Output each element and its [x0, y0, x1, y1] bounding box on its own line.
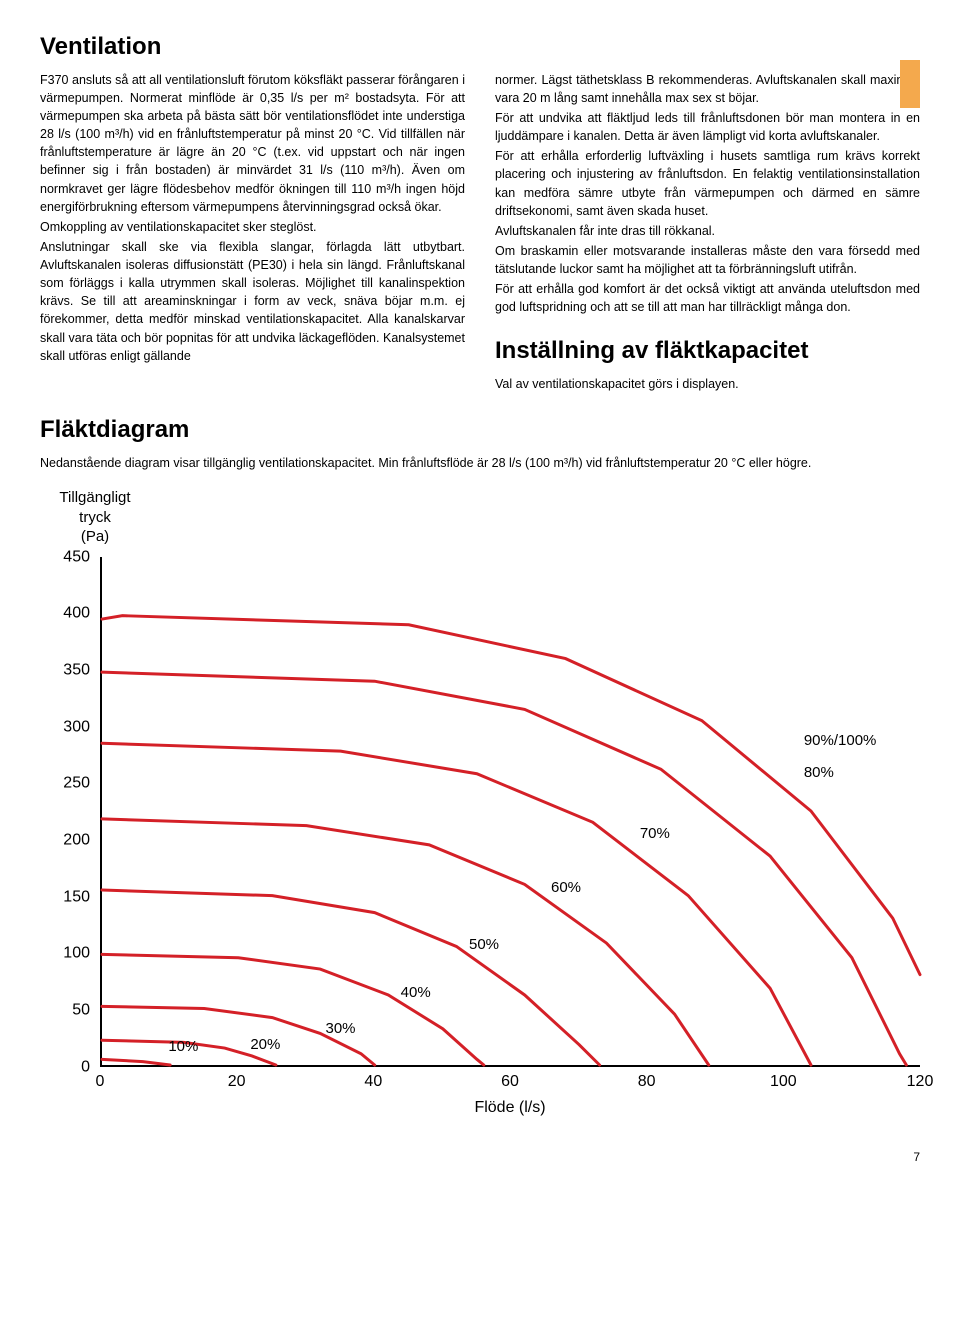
chart-intro: Nedanstående diagram visar tillgänglig v…: [40, 454, 920, 472]
y-axis-title: Tillgängligttryck(Pa): [50, 488, 920, 547]
y-tick-label: 100: [40, 942, 90, 965]
fan-curve: [102, 819, 709, 1065]
y-tick-label: 350: [40, 659, 90, 682]
body-paragraph: Omkoppling av ventilationskapacitet sker…: [40, 218, 465, 236]
x-tick-label: 40: [364, 1070, 382, 1093]
curve-label: 70%: [640, 823, 670, 845]
fan-curve: [102, 615, 920, 974]
y-tick-label: 250: [40, 772, 90, 795]
heading-ventilation: Ventilation: [40, 30, 920, 65]
body-paragraph: F370 ansluts så att all ventilationsluft…: [40, 71, 465, 216]
x-tick-label: 120: [907, 1070, 934, 1093]
y-tick-label: 50: [40, 999, 90, 1022]
left-column: F370 ansluts så att all ventilationsluft…: [40, 71, 465, 396]
body-paragraph: normer. Lägst täthetsklass B rekommender…: [495, 71, 920, 107]
curve-label: 50%: [469, 934, 499, 956]
curve-label: 20%: [250, 1034, 280, 1056]
y-tick-label: 300: [40, 715, 90, 738]
x-tick-label: 20: [228, 1070, 246, 1093]
fan-curve: [102, 672, 906, 1065]
body-paragraph: För att undvika att fläktljud leds till …: [495, 109, 920, 145]
curve-label: 90%/100%: [804, 730, 877, 752]
chart-section: Fläktdiagram Nedanstående diagram visar …: [40, 413, 920, 1096]
curve-label: 30%: [326, 1018, 356, 1040]
body-paragraph: Val av ventilationskapacitet görs i disp…: [495, 375, 920, 393]
section-tab: [900, 60, 920, 108]
two-column-text: F370 ansluts så att all ventilationsluft…: [40, 71, 920, 396]
curve-label: 40%: [401, 982, 431, 1004]
body-paragraph: Anslutningar skall ske via flexibla slan…: [40, 238, 465, 365]
y-tick-label: 400: [40, 602, 90, 625]
body-paragraph: Avluftskanalen får inte dras till rökkan…: [495, 222, 920, 240]
body-paragraph: Om braskamin eller motsvarande installer…: [495, 242, 920, 278]
curve-label: 60%: [551, 877, 581, 899]
fan-curve: [102, 954, 484, 1065]
y-tick-label: 450: [40, 545, 90, 568]
page-number: 7: [913, 1149, 920, 1166]
body-paragraph: För att erhålla god komfort är det också…: [495, 280, 920, 316]
fan-chart: 0501001502002503003504004500204060801001…: [40, 557, 920, 1097]
x-tick-label: 0: [96, 1070, 105, 1093]
heading-flaktdiagram: Fläktdiagram: [40, 413, 920, 448]
plot-area: [100, 557, 920, 1067]
y-tick-label: 0: [40, 1055, 90, 1078]
heading-installning: Inställning av fläktkapacitet: [495, 334, 920, 369]
body-paragraph: För att erhålla erforderlig luftväxling …: [495, 147, 920, 220]
x-tick-label: 60: [501, 1070, 519, 1093]
x-tick-label: 80: [638, 1070, 656, 1093]
right-column: normer. Lägst täthetsklass B rekommender…: [495, 71, 920, 396]
curve-label: 10%: [168, 1036, 198, 1058]
y-tick-label: 150: [40, 885, 90, 908]
chart-svg: [102, 557, 920, 1065]
y-tick-label: 200: [40, 829, 90, 852]
x-tick-label: 100: [770, 1070, 797, 1093]
fan-curve: [102, 1059, 170, 1065]
x-axis-title: Flöde (l/s): [474, 1096, 545, 1119]
fan-curve: [102, 743, 811, 1065]
curve-label: 80%: [804, 762, 834, 784]
